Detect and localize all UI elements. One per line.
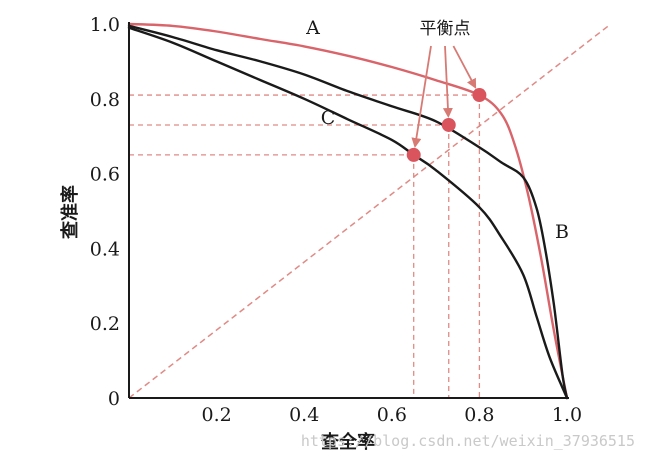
x-tick-label: 0.2	[201, 404, 231, 426]
y-tick-label: 0.2	[90, 313, 120, 335]
x-axis-label: 查全率	[321, 431, 375, 453]
annotations: 平衡点	[411, 19, 477, 148]
breakeven-point-B	[441, 117, 456, 132]
annotation-arrow-C	[411, 45, 432, 148]
breakeven-point-C	[406, 147, 421, 162]
y-tick-label: 0.4	[90, 238, 120, 260]
curve-label-B: B	[555, 221, 569, 243]
y-tick-label: 0.6	[90, 164, 120, 186]
curve-label-A: A	[305, 17, 320, 39]
y-axis-label: 查准率	[59, 185, 81, 239]
y-tick-label: 0.8	[90, 89, 120, 111]
curve-A	[127, 22, 569, 400]
guide-lines	[128, 23, 612, 399]
annotation-arrow-A	[452, 45, 477, 89]
axes	[128, 22, 569, 399]
x-tick-label: 1.0	[552, 404, 582, 426]
y-tick-label: 1.0	[90, 14, 120, 36]
curve-label-C: C	[321, 107, 336, 129]
x-tick-label: 0.8	[464, 404, 494, 426]
annotation-arrow-B	[442, 45, 453, 118]
x-tick-label: 0.6	[377, 404, 407, 426]
breakeven-point-A	[472, 88, 487, 103]
tick-labels: 0.2 0.4 0.6 0.8 1.0 0 0.2 0.4 0.6 0.8 1.0	[90, 14, 582, 426]
diagonal-line	[128, 23, 612, 399]
curve-C	[127, 26, 569, 400]
curves	[127, 22, 569, 400]
annotation-text: 平衡点	[420, 19, 471, 39]
watermark: https://blog.csdn.net/weixin_37936515	[301, 432, 635, 450]
breakeven-points	[406, 88, 487, 162]
y-tick-label: 0	[108, 388, 120, 410]
curve-B	[127, 24, 569, 400]
x-tick-label: 0.4	[289, 404, 319, 426]
labels: A B C 查全率 查准率 https://blog.csdn.net/weixin_37…	[59, 17, 635, 453]
